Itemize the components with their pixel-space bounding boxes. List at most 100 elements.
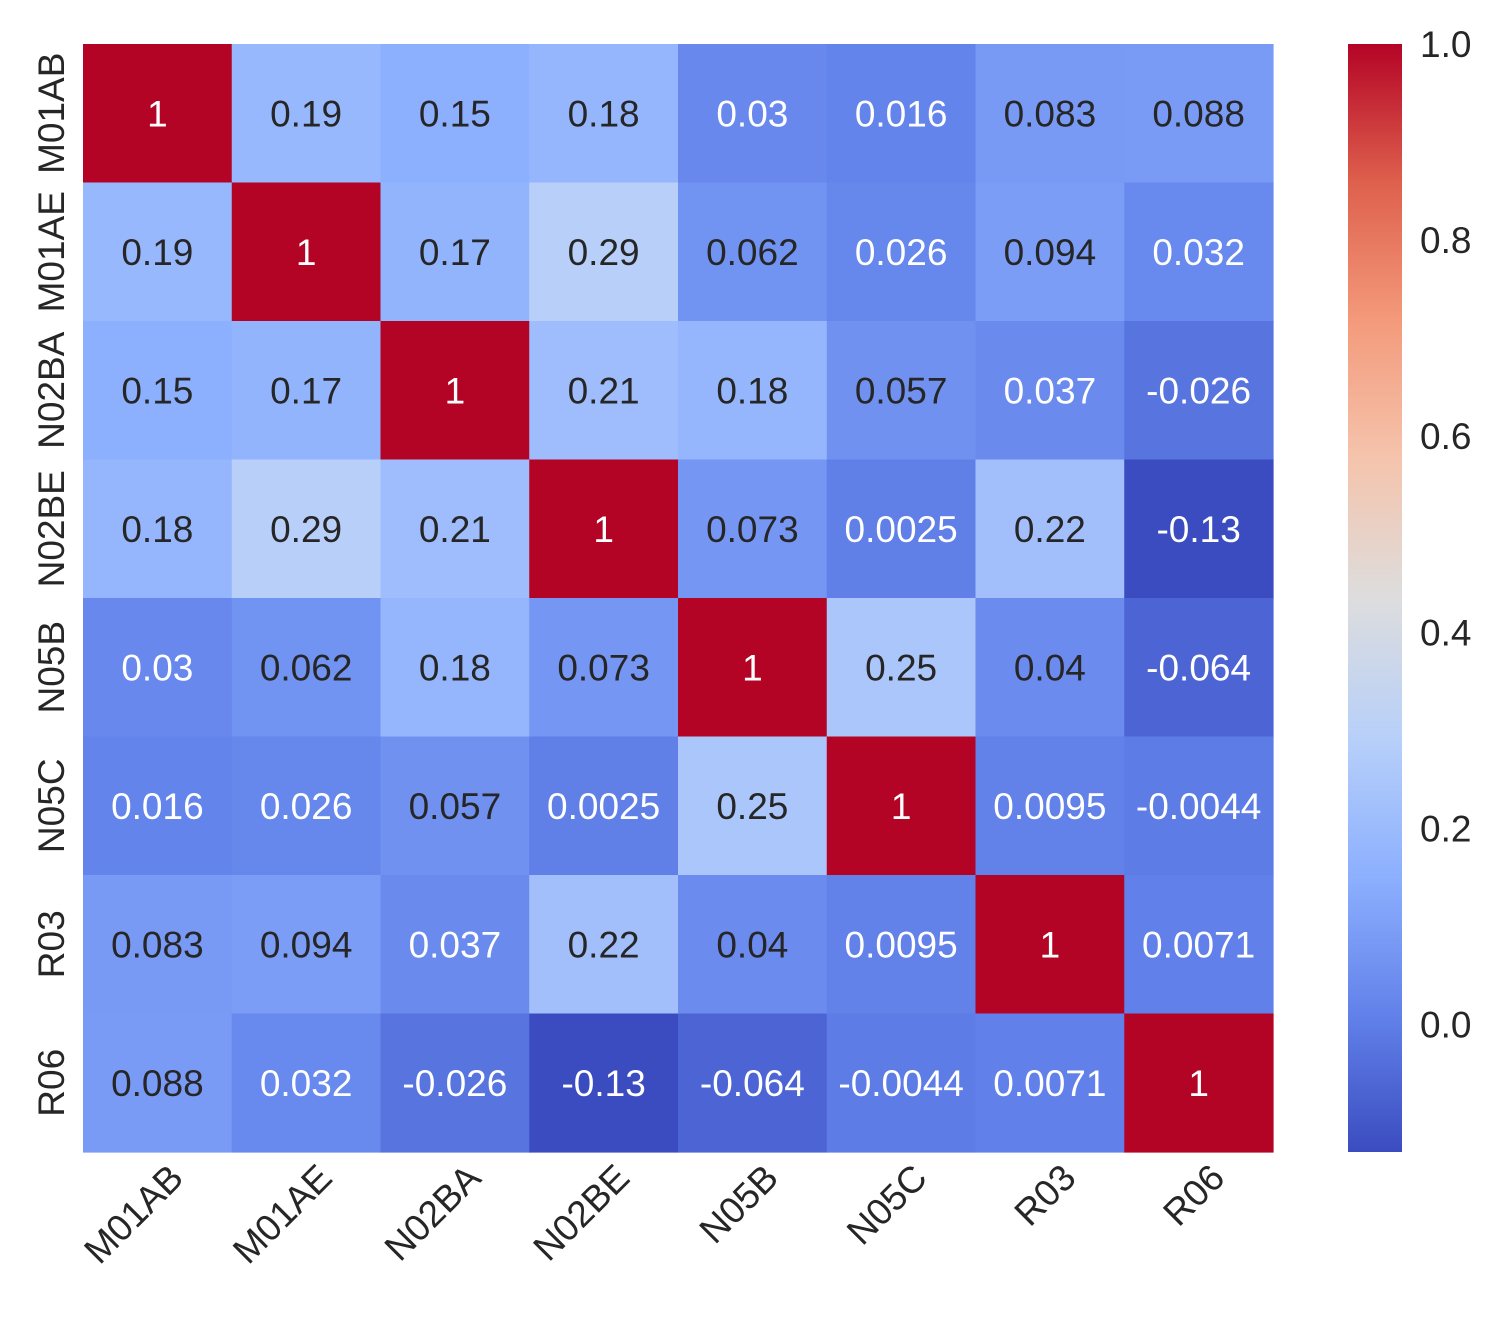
x-axis-tick-labels: M01AB M01AE N02BA N02BE N05B N05C R03 R06 [76, 1156, 1232, 1271]
y-axis-tick-labels: M01AB M01AE N02BA N02BE N05B N05C R03 R06 [31, 53, 72, 1117]
x-tick-label: R03 [1007, 1157, 1084, 1234]
cell-value-label: 0.073 [557, 647, 650, 688]
cell-value-label: 1 [1188, 1063, 1209, 1104]
heatmap-cell [231, 321, 382, 461]
cell-value-label: 0.088 [111, 1063, 204, 1104]
cell-value-label: 0.22 [568, 924, 640, 965]
heatmap-cell [1124, 1013, 1274, 1153]
heatmap-cell [975, 182, 1125, 322]
cell-value-label: 0.04 [716, 924, 788, 965]
colorbar-tick-label: 0.2 [1420, 808, 1471, 849]
y-tick-label: R03 [31, 910, 72, 978]
heatmap-cell [826, 1013, 977, 1153]
x-tick-label: M01AE [225, 1157, 340, 1272]
heatmap-cell [678, 44, 828, 184]
heatmap-cell [380, 736, 530, 876]
x-tick-label: N05B [692, 1157, 786, 1251]
heatmap-cell [1124, 459, 1274, 599]
colorbar-gradient [1348, 44, 1402, 1152]
cell-value-label: 1 [445, 370, 466, 411]
heatmap-cell [826, 736, 977, 876]
heatmap-cell [678, 459, 828, 599]
y-tick-label: N02BA [31, 331, 72, 449]
heatmap-cell [529, 1013, 679, 1153]
cell-value-label: 0.032 [1152, 232, 1245, 273]
heatmap-cell [529, 321, 679, 461]
heatmap-cell [678, 1013, 828, 1153]
y-tick-label: M01AE [31, 191, 72, 312]
cell-value-label: 0.016 [111, 786, 204, 827]
cell-value-label: 0.15 [419, 93, 491, 134]
cell-value-label: 0.29 [568, 232, 640, 273]
cell-value-label: 0.088 [1152, 93, 1245, 134]
heatmap-cell [678, 736, 828, 876]
cell-value-label: 1 [296, 232, 317, 273]
heatmap-cell [380, 1013, 530, 1153]
cell-value-label: 0.18 [716, 370, 788, 411]
heatmap-cell [678, 321, 828, 461]
heatmap-cell [83, 321, 233, 461]
cell-value-label: 0.057 [409, 786, 502, 827]
heatmap-cell [83, 875, 233, 1015]
heatmap-cell [975, 44, 1125, 184]
cell-value-label: 0.062 [260, 647, 353, 688]
cell-value-label: 0.0071 [993, 1063, 1106, 1104]
heatmap-cell [529, 598, 679, 738]
heatmap-cell [83, 44, 233, 184]
heatmap-cell [975, 875, 1125, 1015]
heatmap-cells [83, 44, 1274, 1153]
heatmap-cell [975, 1013, 1125, 1153]
heatmap-cell [826, 182, 977, 322]
x-tick-label: N05C [839, 1157, 935, 1253]
heatmap-cell [83, 1013, 233, 1153]
y-tick-label: N05B [31, 621, 72, 714]
cell-value-label: 0.17 [419, 232, 491, 273]
heatmap-cell [678, 875, 828, 1015]
heatmap-cell [826, 459, 977, 599]
cell-value-label: 0.0095 [845, 924, 958, 965]
cell-value-label: 0.026 [855, 232, 948, 273]
heatmap-cell [529, 875, 679, 1015]
heatmap-cell [975, 321, 1125, 461]
colorbar-tick-label: 0.4 [1420, 612, 1471, 653]
heatmap-cell [231, 459, 382, 599]
x-tick-label: N02BA [377, 1156, 489, 1268]
x-tick-label: N02BE [525, 1157, 637, 1269]
y-tick-label: M01AB [31, 53, 72, 174]
cell-value-label: 0.18 [419, 647, 491, 688]
heatmap-cell [1124, 44, 1274, 184]
y-tick-label: N02BE [31, 470, 72, 587]
heatmap-cell [529, 182, 679, 322]
colorbar-tick-label: 0.8 [1420, 220, 1471, 261]
cell-value-label: 0.0071 [1142, 924, 1255, 965]
heatmap-cell [83, 182, 233, 322]
cell-value-label: 0.03 [121, 647, 193, 688]
cell-value-label: 0.0095 [993, 786, 1106, 827]
heatmap-cell [826, 598, 977, 738]
heatmap-cell [975, 459, 1125, 599]
heatmap-cell [231, 736, 382, 876]
cell-value-label: -0.0044 [1136, 786, 1262, 827]
cell-value-label: -0.13 [561, 1063, 645, 1104]
heatmap-cell [529, 736, 679, 876]
cell-value-label: 0.19 [121, 232, 193, 273]
y-tick-label: N05C [31, 758, 72, 853]
x-tick-label: M01AB [76, 1157, 191, 1272]
heatmap-cell [83, 459, 233, 599]
colorbar-tick-label: 0.0 [1420, 1005, 1471, 1046]
cell-value-label: 0.037 [409, 924, 502, 965]
cell-value-label: 0.21 [419, 509, 491, 550]
cell-value-label: 0.29 [270, 509, 342, 550]
cell-value-label: 1 [147, 93, 168, 134]
cell-value-label: 0.057 [855, 370, 948, 411]
cell-value-label: -0.064 [700, 1063, 805, 1104]
cell-value-label: 1 [742, 647, 763, 688]
y-tick-label: R06 [31, 1049, 72, 1117]
cell-value-label: 0.22 [1014, 509, 1086, 550]
heatmap-cell [826, 321, 977, 461]
cell-value-label: 0.19 [270, 93, 342, 134]
cell-value-label: 1 [891, 786, 912, 827]
heatmap-cell [1124, 321, 1274, 461]
cell-value-label: 0.03 [716, 93, 788, 134]
